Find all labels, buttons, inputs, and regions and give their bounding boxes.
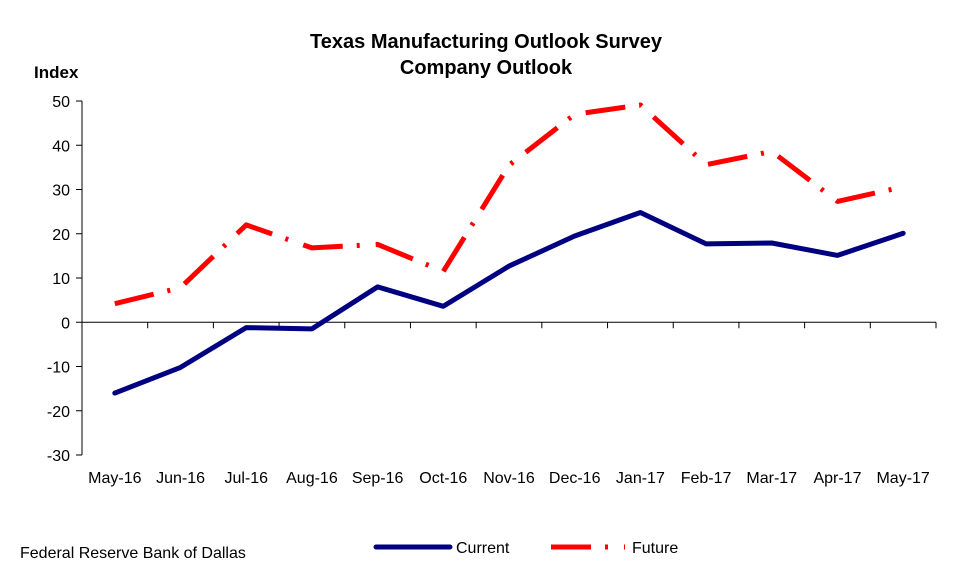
y-tick-label: 30 <box>52 183 70 200</box>
legend-future-label: Future <box>632 540 678 557</box>
x-tick-label: Mar-17 <box>746 470 797 487</box>
y-tick-label: 0 <box>61 315 70 332</box>
x-tick-label: Jun-16 <box>156 470 205 487</box>
y-tick-label: -30 <box>47 448 70 465</box>
y-tick-label: 50 <box>52 94 70 111</box>
x-tick-label: Sep-16 <box>352 470 404 487</box>
x-tick-label: Aug-16 <box>286 470 338 487</box>
y-tick-label: 20 <box>52 227 70 244</box>
x-tick-label: Oct-16 <box>419 470 467 487</box>
legend-current-label: Current <box>456 540 510 557</box>
series-line-future <box>114 102 904 307</box>
source-note: Federal Reserve Bank of Dallas <box>20 545 246 562</box>
series-layer <box>112 102 906 396</box>
chart-title: Texas Manufacturing Outlook Survey <box>310 31 663 53</box>
x-tick-label: Jan-17 <box>616 470 665 487</box>
axes: 50 40 30 20 10 0 -10 -20 -30 May-16 Jun-16 Jul-16 Au… <box>47 94 937 487</box>
x-tick-label: Feb-17 <box>681 470 732 487</box>
y-tick-label: 10 <box>52 271 70 288</box>
y-tick-label: -10 <box>47 360 70 377</box>
chart-subtitle: Company Outlook <box>400 57 573 79</box>
x-tick-label: Nov-16 <box>483 470 535 487</box>
y-tick-label: -20 <box>47 404 70 421</box>
x-tick-label: May-17 <box>876 470 929 487</box>
x-tick-label: May-16 <box>88 470 141 487</box>
y-tick-label: 40 <box>52 138 70 155</box>
x-tick-label: Dec-16 <box>549 470 601 487</box>
y-axis-label: Index <box>34 63 79 82</box>
legend: Current Future <box>373 540 678 557</box>
series-line-current <box>112 210 906 396</box>
x-tick-label: Apr-17 <box>813 470 861 487</box>
x-tick-label: Jul-16 <box>224 470 268 487</box>
